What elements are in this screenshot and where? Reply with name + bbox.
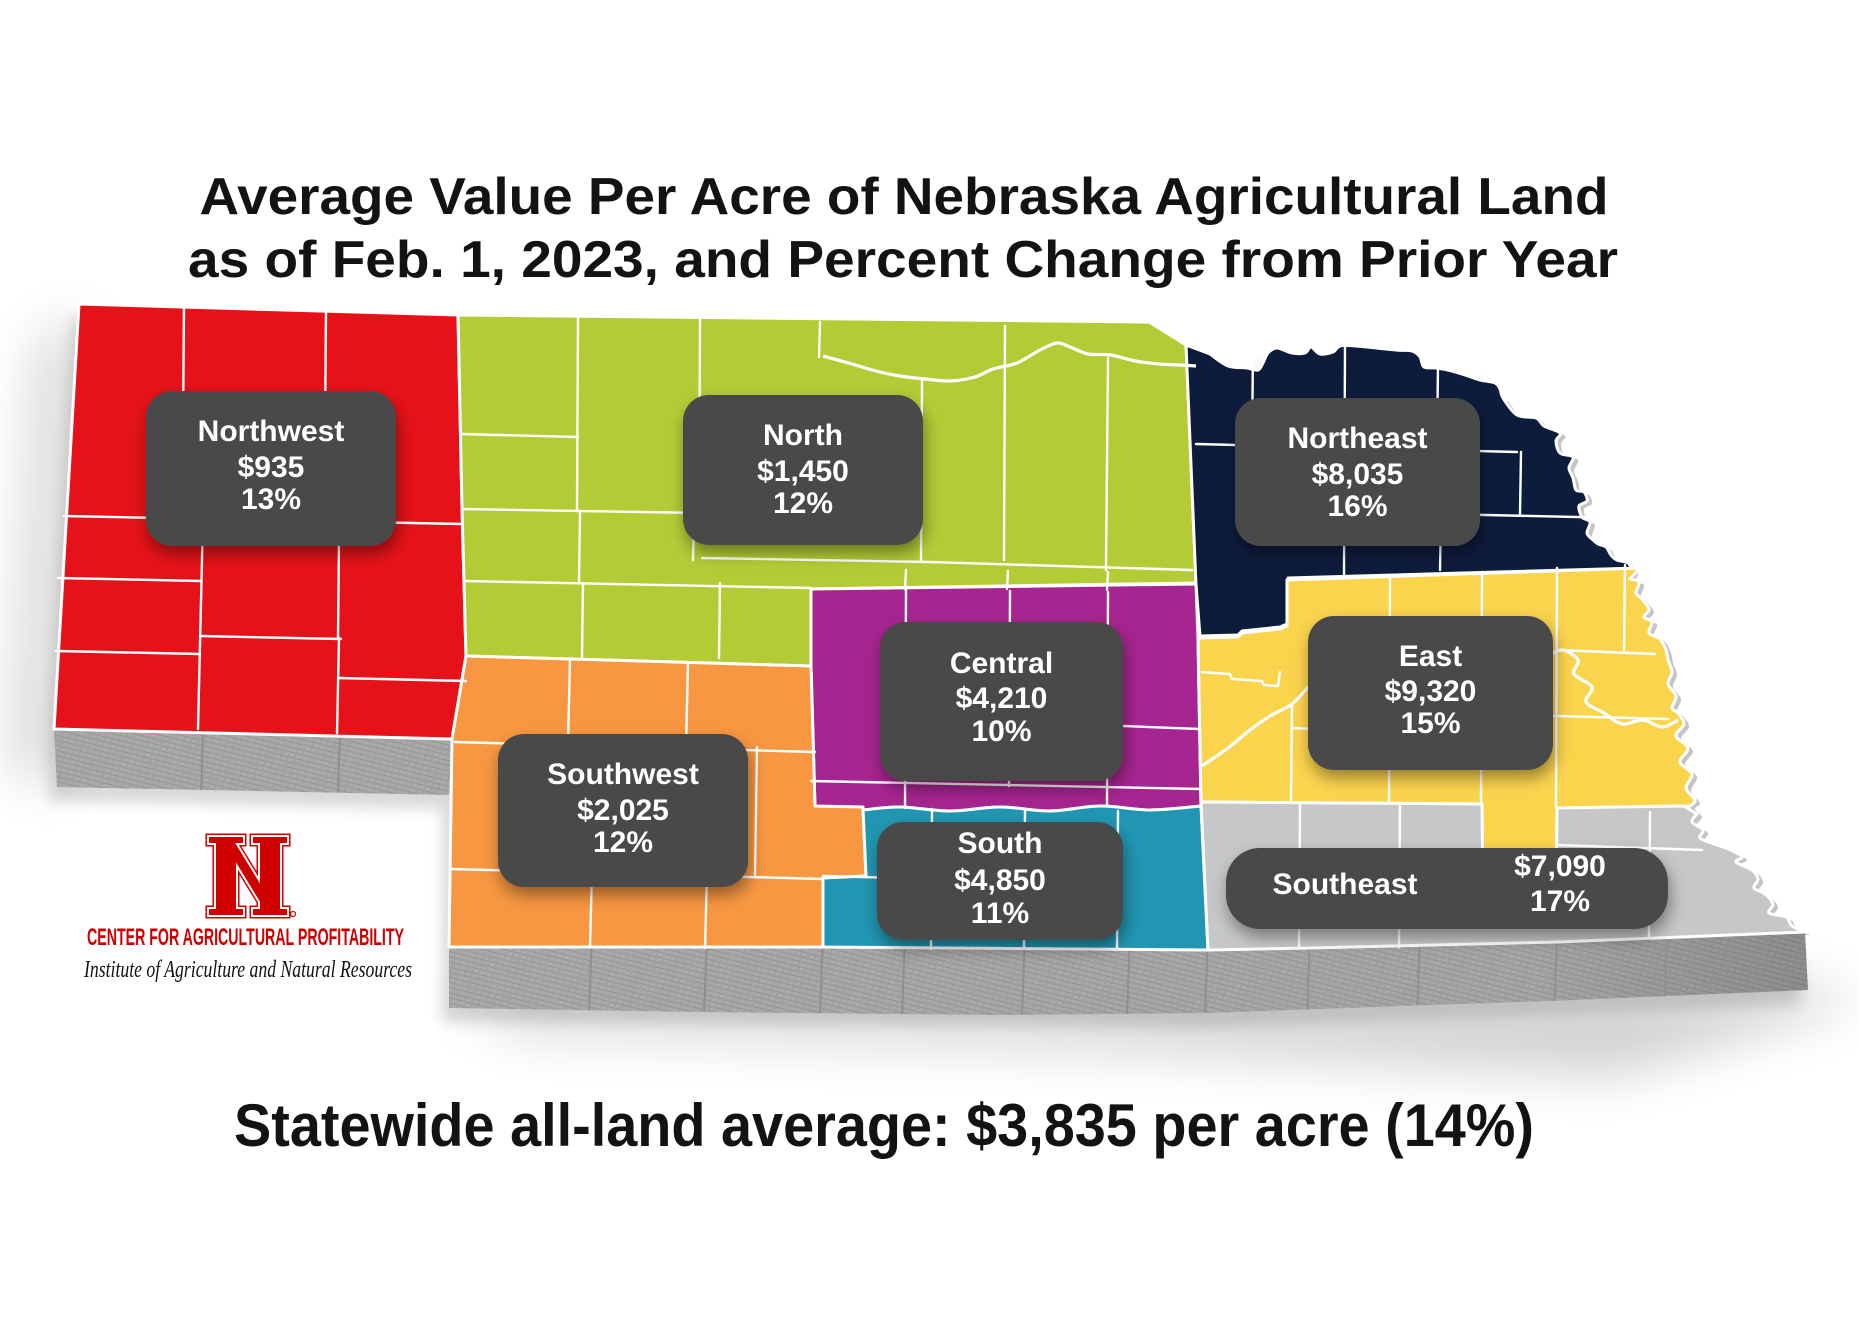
svg-text:15%: 15% [1400, 707, 1460, 740]
svg-text:$9,320: $9,320 [1385, 675, 1477, 708]
svg-text:South: South [958, 827, 1043, 860]
svg-text:$7,090: $7,090 [1514, 850, 1606, 883]
svg-text:Institute of Agriculture and N: Institute of Agriculture and Natural Res… [83, 957, 412, 983]
svg-text:16%: 16% [1327, 490, 1387, 523]
svg-text:CENTER FOR AGRICULTURAL PROFIT: CENTER FOR AGRICULTURAL PROFITABILITY [87, 924, 404, 951]
svg-text:11%: 11% [971, 897, 1029, 930]
svg-text:13%: 13% [241, 483, 301, 516]
svg-text:$4,210: $4,210 [956, 682, 1048, 715]
svg-text:12%: 12% [593, 826, 653, 859]
svg-text:Southeast: Southeast [1272, 868, 1417, 901]
svg-text:Northeast: Northeast [1287, 422, 1427, 455]
svg-text:$935: $935 [238, 451, 305, 484]
svg-text:Northwest: Northwest [198, 415, 345, 448]
svg-text:$2,025: $2,025 [577, 794, 669, 827]
svg-text:$4,850: $4,850 [954, 864, 1046, 897]
svg-text:Statewide all-land average: $3: Statewide all-land average: $3,835 per a… [234, 1092, 1534, 1159]
svg-text:Central: Central [950, 647, 1053, 680]
svg-text:$8,035: $8,035 [1312, 458, 1404, 491]
svg-text:Average Value Per Acre of Nebr: Average Value Per Acre of Nebraska Agric… [200, 168, 1609, 226]
svg-text:$1,450: $1,450 [757, 455, 849, 488]
svg-text:17%: 17% [1530, 885, 1590, 918]
svg-text:10%: 10% [971, 715, 1031, 748]
svg-text:as of Feb. 1, 2023, and Percen: as of Feb. 1, 2023, and Percent Change f… [188, 231, 1618, 289]
svg-text:North: North [763, 419, 843, 452]
svg-text:East: East [1399, 640, 1462, 673]
svg-text:12%: 12% [773, 487, 833, 520]
svg-text:Southwest: Southwest [547, 758, 699, 791]
